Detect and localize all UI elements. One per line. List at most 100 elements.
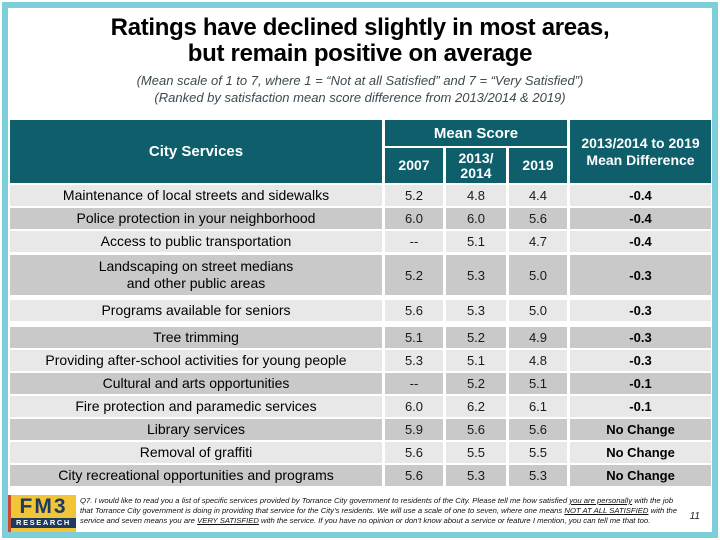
table-row: Police protection in your neighborhood 6.… — [10, 208, 711, 229]
mean-difference: No Change — [570, 442, 711, 463]
mean-difference: -0.4 — [570, 231, 711, 252]
score-2019: 5.1 — [509, 373, 567, 394]
table-row: Removal of graffiti 5.6 5.5 5.5 No Change — [10, 442, 711, 463]
service-name: Tree trimming — [10, 327, 382, 348]
score-2007: 5.2 — [385, 255, 443, 295]
score-2013-2014: 5.1 — [446, 350, 506, 371]
footnote-text: Q7. I would like to read you a list of s… — [80, 496, 570, 505]
subtitle-line-1: (Mean scale of 1 to 7, where 1 = “Not at… — [136, 73, 584, 88]
table-row: Landscaping on street medians and other p… — [10, 255, 711, 295]
table-row: Maintenance of local streets and sidewal… — [10, 185, 711, 206]
score-2007: 5.9 — [385, 419, 443, 440]
mean-difference: -0.4 — [570, 208, 711, 229]
score-2007: -- — [385, 373, 443, 394]
score-2007: -- — [385, 231, 443, 252]
footnote-underlined-text: NOT AT ALL SATISFIED — [564, 506, 649, 516]
score-2013-2014: 5.3 — [446, 465, 506, 486]
service-name: Fire protection and paramedic services — [10, 396, 382, 417]
mean-difference: -0.4 — [570, 185, 711, 206]
score-2019: 5.0 — [509, 255, 567, 295]
score-2013-2014: 5.3 — [446, 255, 506, 295]
mean-difference: -0.3 — [570, 327, 711, 348]
mean-difference: -0.1 — [570, 373, 711, 394]
table-row: Access to public transportation -- 5.1 4.7-… — [10, 231, 711, 252]
footnote-text: with the service and seven means you are — [80, 506, 678, 526]
score-2007: 6.0 — [385, 208, 443, 229]
fm3-logo: FM3 RESEARCH — [8, 495, 76, 532]
score-2019: 5.6 — [509, 208, 567, 229]
service-name: Removal of graffiti — [10, 442, 382, 463]
score-2007: 6.0 — [385, 396, 443, 417]
subtitle-line-2: (Ranked by satisfaction mean score diffe… — [154, 90, 566, 105]
score-2019: 4.7 — [509, 231, 567, 252]
page-number: 11 — [689, 511, 700, 522]
score-2013-2014: 5.1 — [446, 231, 506, 252]
service-name: Programs available for seniors — [10, 300, 382, 321]
score-2013-2014: 6.0 — [446, 208, 506, 229]
score-2013-2014: 5.3 — [446, 300, 506, 321]
score-2019: 5.3 — [509, 465, 567, 486]
service-name: Access to public transportation — [10, 231, 382, 252]
service-name: Police protection in your neighborhood — [10, 208, 382, 229]
table-row: City recreational opportunities and prog… — [10, 465, 711, 486]
score-2007: 5.6 — [385, 300, 443, 321]
score-2019: 5.5 — [509, 442, 567, 463]
score-2019: 4.9 — [509, 327, 567, 348]
col-header-mean-score: Mean Score — [385, 120, 567, 146]
fm3-logo-text: FM3 — [19, 495, 68, 518]
mean-difference: No Change — [570, 419, 711, 440]
table-row: Tree trimming 5.1 5.2 4.9 -0.3 — [10, 327, 711, 348]
survey-question-footnote: Q7. I would like to read you a list of s… — [80, 496, 688, 527]
score-2007: 5.6 — [385, 465, 443, 486]
subtitle: (Mean scale of 1 to 7, where 1 = “Not at… — [8, 72, 712, 106]
service-name: Maintenance of local streets and sidewal… — [10, 185, 382, 206]
col-header-mean-difference: 2013/2014 to 2019 Mean Difference — [570, 120, 711, 183]
title-line-1: Ratings have declined slightly in most a… — [110, 14, 610, 41]
service-name: City recreational opportunities and prog… — [10, 465, 382, 486]
table-row: Programs available for seniors 5.6 5.3 5.0-… — [10, 300, 711, 321]
score-2013-2014: 4.8 — [446, 185, 506, 206]
page-title: Ratings have declined slightly in most a… — [8, 15, 712, 67]
col-header-2019: 2019 — [509, 148, 567, 183]
score-2013-2014: 5.5 — [446, 442, 506, 463]
footnote-underlined-text: VERY SATISFIED — [197, 516, 259, 526]
mean-difference: -0.3 — [570, 255, 711, 295]
col-header-2007: 2007 — [385, 148, 443, 183]
fm3-logo-research-text: RESEARCH — [11, 518, 76, 528]
score-2019: 5.6 — [509, 419, 567, 440]
table-row: Library services 5.9 5.6 5.6 No Change — [10, 419, 711, 440]
service-name: Landscaping on street medians and other p… — [10, 255, 382, 295]
ratings-table: City Services Mean Score 2007 2013/ 2014… — [10, 120, 711, 486]
footnote-text: with the job that Torrance City governme… — [80, 496, 674, 516]
footnote-text: with the service. If you have no opinion… — [258, 516, 651, 526]
score-2013-2014: 5.2 — [446, 327, 506, 348]
col-header-city-services: City Services — [10, 120, 382, 183]
score-2013-2014: 5.6 — [446, 419, 506, 440]
table-body: Maintenance of local streets and sidewal… — [10, 185, 711, 486]
score-2019: 4.8 — [509, 350, 567, 371]
mean-difference: -0.3 — [570, 300, 711, 321]
service-name: Library services — [10, 419, 382, 440]
score-2013-2014: 5.2 — [446, 373, 506, 394]
score-2007: 5.1 — [385, 327, 443, 348]
table-row: Fire protection and paramedic services 6.… — [10, 396, 711, 417]
score-2007: 5.3 — [385, 350, 443, 371]
score-2019: 4.4 — [509, 185, 567, 206]
score-2019: 6.1 — [509, 396, 567, 417]
score-2019: 5.0 — [509, 300, 567, 321]
col-header-2013-2014: 2013/ 2014 — [446, 148, 506, 183]
score-2007: 5.6 — [385, 442, 443, 463]
title-line-2: but remain positive on average — [187, 40, 533, 67]
service-name: Providing after-school activities for yo… — [10, 350, 382, 371]
score-2013-2014: 6.2 — [446, 396, 506, 417]
col-group-mean-score: Mean Score 2007 2013/ 2014 2019 — [385, 120, 567, 183]
service-name: Cultural and arts opportunities — [10, 373, 382, 394]
mean-difference: -0.1 — [570, 396, 711, 417]
table-row: Cultural and arts opportunities -- 5.2 5.1-… — [10, 373, 711, 394]
table-row: Providing after-school activities for yo… — [10, 350, 711, 371]
table-header: City Services Mean Score 2007 2013/ 2014… — [10, 120, 711, 183]
mean-difference: -0.3 — [570, 350, 711, 371]
footnote-underlined-text: you are personally — [569, 496, 633, 505]
score-2007: 5.2 — [385, 185, 443, 206]
